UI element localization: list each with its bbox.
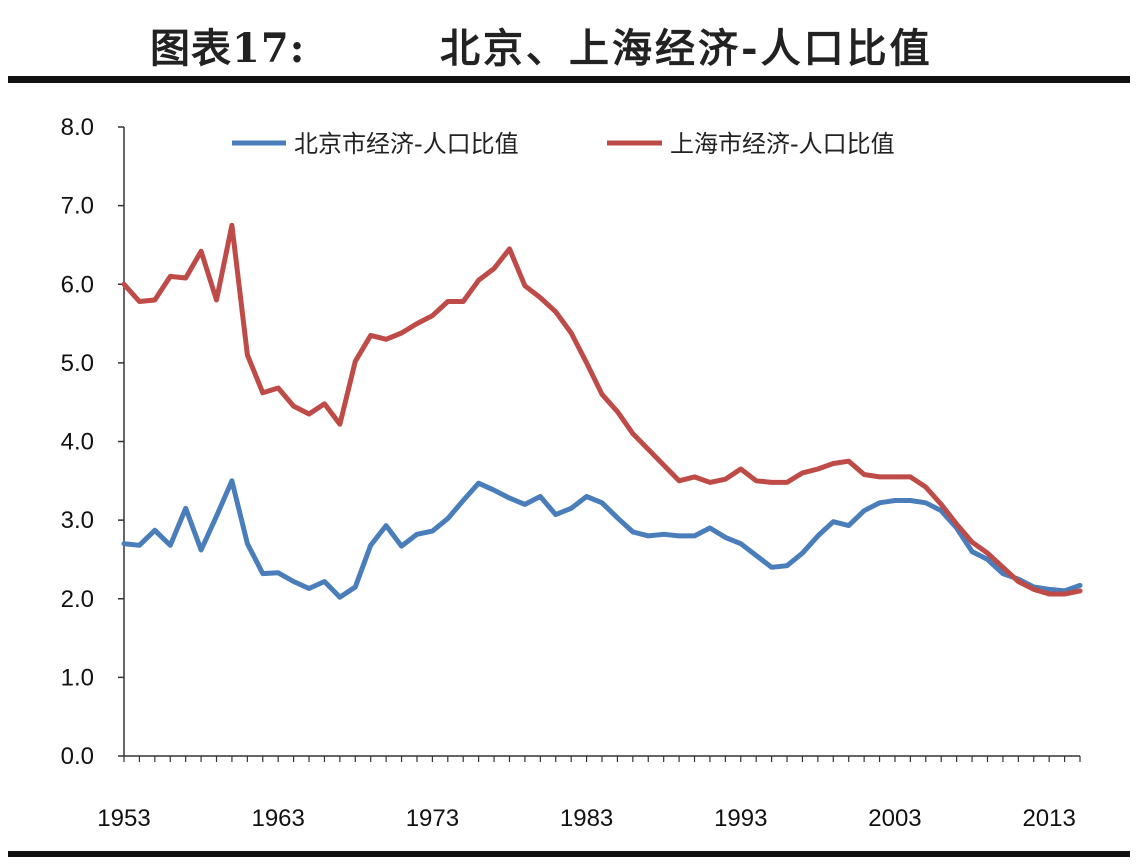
y-tick-label: 7.0 [61, 193, 94, 220]
y-tick-label: 3.0 [61, 507, 94, 534]
x-tick-label: 1983 [560, 805, 613, 832]
x-tick-label: 1953 [97, 805, 150, 832]
figure-number: 图表17: [150, 25, 306, 72]
y-tick-label: 2.0 [61, 586, 94, 613]
y-tick-label: 0.0 [61, 743, 94, 770]
y-tick-label: 6.0 [61, 271, 94, 298]
x-tick-label: 2013 [1022, 805, 1075, 832]
legend-label-beijing: 北京市经济-人口比值 [294, 130, 519, 158]
chart-title-bar: 图表17: 北京、上海经济-人口比值 [0, 12, 1146, 74]
top-rule [8, 76, 1130, 83]
series-line-beijing [121, 478, 1083, 600]
series-line-shanghai [121, 222, 1083, 597]
x-tick-label: 1973 [406, 805, 459, 832]
y-tick-label: 5.0 [61, 350, 94, 377]
y-tick-label: 1.0 [61, 664, 94, 691]
x-tick-label: 1963 [251, 805, 304, 832]
figure-title: 北京、上海经济-人口比值 [440, 25, 933, 72]
y-tick-label: 4.0 [61, 429, 94, 456]
bottom-rule [8, 851, 1130, 857]
y-tick-label: 8.0 [61, 114, 94, 141]
legend-label-shanghai: 上海市经济-人口比值 [670, 130, 895, 158]
x-tick-label: 1993 [714, 805, 767, 832]
x-tick-label: 2003 [868, 805, 921, 832]
